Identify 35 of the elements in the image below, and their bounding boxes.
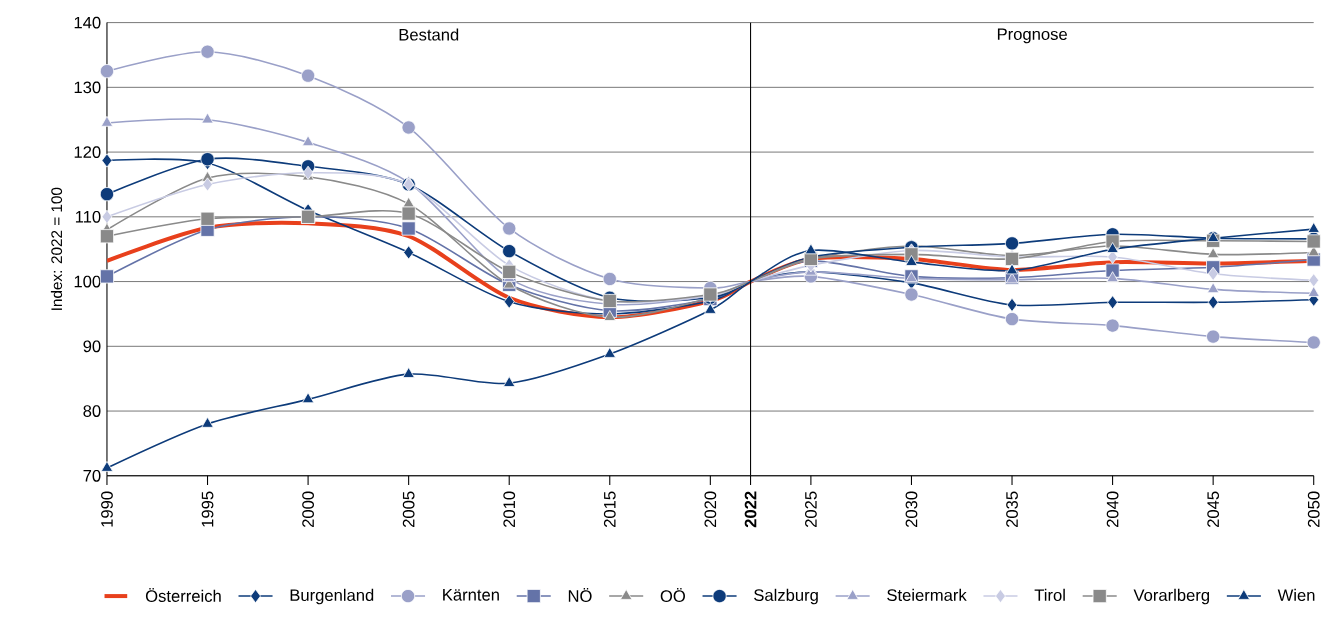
legend-label: Burgenland: [290, 588, 374, 605]
x-tick-label: 2020: [704, 491, 717, 528]
x-tick-label: 1990: [101, 491, 113, 527]
y-tick-label: 110: [75, 211, 101, 223]
annotation: Prognose: [997, 28, 1067, 44]
legend-label: Österreich: [145, 588, 221, 603]
x-tick-label: 2025: [805, 491, 817, 528]
legend-label: Salzburg: [754, 588, 818, 605]
legend-label: NÖ: [568, 588, 592, 603]
x-tick-label: 2015: [603, 491, 616, 528]
legend-label: Tirol: [1034, 588, 1065, 602]
y-tick-label: 120: [74, 146, 101, 159]
y-tick-label: 90: [83, 340, 101, 353]
legend-label: Kärnten: [443, 589, 499, 601]
x-tick-label: 2022: [744, 491, 757, 528]
x-tick-label: 2050: [1307, 491, 1320, 528]
y-tick-label: 100: [74, 275, 101, 288]
legend-label: Vorarlberg: [1133, 588, 1210, 605]
x-tick-label: 2010: [503, 491, 516, 528]
x-tick-label: 2005: [402, 491, 415, 528]
x-tick-label: 2035: [1006, 491, 1018, 528]
y-tick-label: 130: [74, 81, 101, 94]
x-tick-label: 2040: [1106, 491, 1119, 528]
x-tick-label: 1995: [201, 491, 214, 527]
legend-label: OÖ: [660, 588, 685, 603]
y-axis-title: Index: 2022 = 100: [50, 187, 63, 311]
y-tick-label: 70: [83, 470, 101, 482]
y-tick-label: 140: [74, 16, 101, 29]
annotation: Bestand: [399, 28, 459, 41]
x-tick-label: 2030: [905, 491, 918, 528]
legend-label: Wien: [1277, 588, 1315, 602]
x-tick-label: 2000: [302, 491, 314, 528]
x-tick-label: 2045: [1207, 491, 1220, 528]
y-tick-label: 80: [83, 405, 101, 418]
legend-label: Steiermark: [887, 588, 967, 602]
